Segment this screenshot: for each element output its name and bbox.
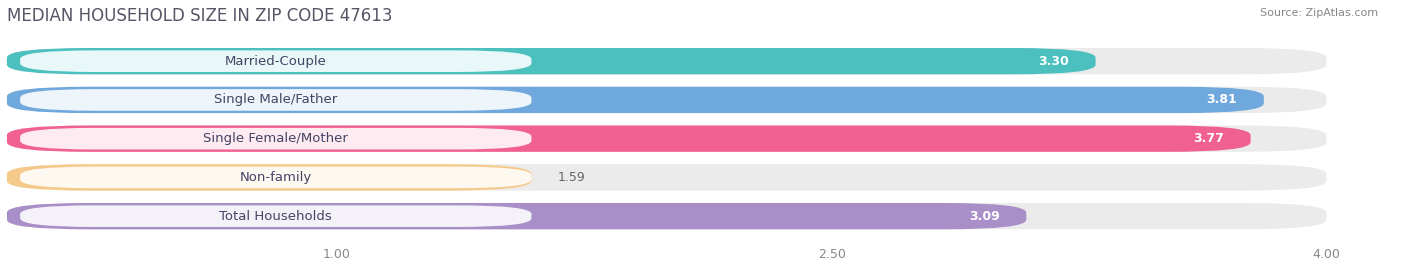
Text: 3.30: 3.30 [1039,55,1069,68]
Text: 3.09: 3.09 [969,210,1000,223]
Text: MEDIAN HOUSEHOLD SIZE IN ZIP CODE 47613: MEDIAN HOUSEHOLD SIZE IN ZIP CODE 47613 [7,7,392,25]
Text: Single Female/Mother: Single Female/Mother [204,132,349,145]
FancyBboxPatch shape [7,164,531,191]
Text: Married-Couple: Married-Couple [225,55,326,68]
FancyBboxPatch shape [7,48,1326,74]
FancyBboxPatch shape [20,89,531,111]
FancyBboxPatch shape [7,125,1326,152]
FancyBboxPatch shape [20,50,531,72]
Text: 3.77: 3.77 [1194,132,1225,145]
Text: Non-family: Non-family [239,171,312,184]
FancyBboxPatch shape [7,48,1095,74]
Text: 3.81: 3.81 [1206,94,1237,106]
Text: Single Male/Father: Single Male/Father [214,94,337,106]
FancyBboxPatch shape [20,167,531,188]
FancyBboxPatch shape [7,125,1250,152]
Text: 1.59: 1.59 [558,171,586,184]
FancyBboxPatch shape [7,87,1326,113]
FancyBboxPatch shape [7,87,1264,113]
FancyBboxPatch shape [20,128,531,150]
FancyBboxPatch shape [7,164,1326,191]
FancyBboxPatch shape [7,203,1326,229]
FancyBboxPatch shape [7,203,1026,229]
FancyBboxPatch shape [20,205,531,227]
Text: Source: ZipAtlas.com: Source: ZipAtlas.com [1260,8,1378,18]
Text: Total Households: Total Households [219,210,332,223]
